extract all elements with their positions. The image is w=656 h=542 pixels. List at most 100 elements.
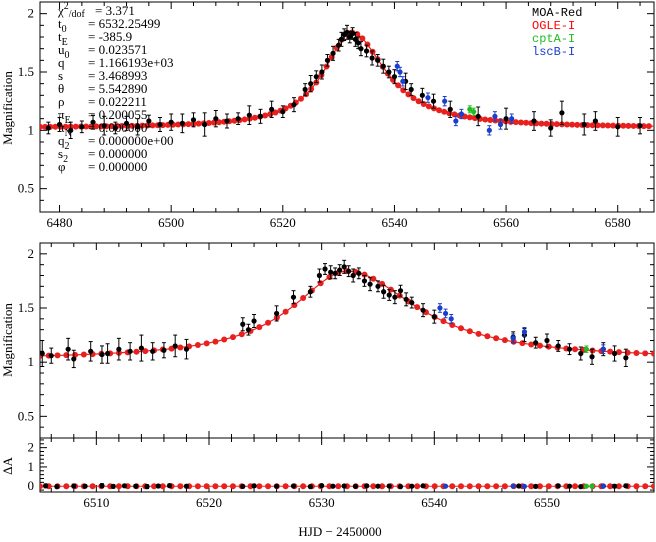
top-point-cpta-i <box>471 109 477 115</box>
mid-model-point <box>212 338 219 345</box>
mid-ytick-label: 2 <box>28 246 35 261</box>
mid-point-moa-red <box>127 348 133 354</box>
res-point-moa-red <box>183 483 190 489</box>
res-point-moa-red <box>375 483 381 489</box>
legend: MOA-Red OGLE-I cptA-I lscB-I <box>532 6 582 59</box>
top-point-lscb-i <box>394 63 400 69</box>
top-model-point <box>251 114 258 121</box>
mid-point-lscb-i <box>510 335 516 341</box>
top-point-moa-red <box>386 69 392 75</box>
mid-model-point <box>370 275 377 282</box>
top-model-point <box>216 119 223 126</box>
top-point-moa-red <box>291 102 297 108</box>
top-model-point <box>630 122 637 129</box>
mid-point-lscb-i <box>437 305 443 311</box>
top-point-moa-red <box>202 121 208 128</box>
mid-point-moa-red <box>251 318 257 324</box>
res-zero-point <box>642 483 649 490</box>
res-zero-point <box>194 483 201 490</box>
residual-panel-ticks: 6510 6520 6530 6540 6550 0 1 2 <box>28 438 654 510</box>
res-zero-point <box>63 483 70 490</box>
top-point-moa-red <box>338 36 345 42</box>
param-s-label: s <box>58 68 63 83</box>
top-point-moa-red <box>358 46 364 52</box>
res-point-lscb-i <box>510 483 516 489</box>
residual-panel-marks <box>40 483 654 490</box>
top-point-moa-red <box>190 117 197 123</box>
param-piE-value: = 0.200055 <box>88 107 147 122</box>
param-s2-label: s2 <box>58 146 68 165</box>
mid-model-point <box>528 341 535 348</box>
top-point-moa-red <box>157 121 163 128</box>
fit-parameters: χ2/dof = 3.371 t0 = 6532.25499 tE = -385… <box>57 1 173 174</box>
top-model-point <box>523 119 530 126</box>
res-zero-point <box>607 483 614 490</box>
top-model-point <box>425 103 432 110</box>
mid-point-moa-red <box>403 296 409 302</box>
mid-point-moa-red <box>431 314 437 320</box>
top-model-point <box>175 121 182 128</box>
res-zero-point <box>256 483 263 490</box>
top-model-point <box>574 121 581 128</box>
top-model-point <box>262 112 269 119</box>
top-point-moa-red <box>246 112 252 118</box>
top-point-moa-red <box>391 74 398 80</box>
param-t0-value: = 6532.25499 <box>88 16 160 31</box>
top-panel-marks <box>40 24 654 139</box>
top-model-point <box>466 114 473 121</box>
res-zero-point <box>177 483 184 490</box>
top-xtick-label: 6560 <box>493 215 519 230</box>
top-point-moa-red <box>637 123 643 129</box>
mid-point-moa-red <box>88 348 94 354</box>
top-model-point <box>564 121 571 128</box>
top-model-point <box>441 108 448 115</box>
mid-point-moa-red <box>623 355 629 361</box>
res-point-moa-red <box>54 484 60 490</box>
top-model-point <box>589 122 596 129</box>
res-point-moa-red <box>319 483 325 489</box>
param-q2-label: q2 <box>58 133 70 152</box>
param-tE-label: tE <box>58 29 68 48</box>
top-point-cpta-i <box>467 106 473 112</box>
mid-model-point <box>642 350 649 357</box>
res-point-moa-red <box>420 483 426 489</box>
res-point-moa-red <box>341 483 347 489</box>
mid-model-point <box>414 304 421 311</box>
top-model-point <box>415 98 422 105</box>
mid-point-moa-red <box>356 270 362 276</box>
res-point-moa-red <box>566 483 573 489</box>
top-model-point <box>594 122 601 129</box>
res-zero-point <box>484 483 491 490</box>
res-point-moa-red <box>144 484 150 490</box>
mid-model-point <box>475 330 482 337</box>
mid-point-moa-red <box>392 294 398 300</box>
top-model-point <box>569 121 576 128</box>
top-point-moa-red <box>280 109 286 115</box>
top-point-moa-red <box>369 55 375 61</box>
param-t0-label: t0 <box>58 16 67 35</box>
top-point-moa-red <box>112 125 118 131</box>
mid-model-point <box>265 319 272 326</box>
res-point-lscb-i <box>600 483 606 489</box>
res-plot-area <box>40 483 654 490</box>
res-point-moa-red <box>397 484 404 490</box>
res-xtick-label: 6520 <box>196 495 222 510</box>
mid-point-moa-red <box>316 272 322 279</box>
top-model-point <box>405 91 412 98</box>
mid-point-moa-red <box>332 270 338 276</box>
middle-panel-ticks: 0.5 1 1.5 2 <box>18 242 654 439</box>
mid-point-moa-red <box>337 267 343 273</box>
mid-point-moa-red <box>544 337 550 344</box>
mid-model-point <box>194 341 201 348</box>
residual-ylabel: ΔA <box>0 457 15 475</box>
top-model-point <box>512 119 519 126</box>
res-xtick-label: 6540 <box>421 495 447 510</box>
param-phi-label: φ <box>58 159 66 174</box>
mid-point-moa-red <box>307 289 313 295</box>
res-zero-point <box>229 483 236 490</box>
res-zero-point <box>536 483 543 490</box>
mid-point-moa-red <box>611 350 618 357</box>
mid-model-point <box>536 342 543 349</box>
top-point-lscb-i <box>497 121 504 128</box>
res-zero-point <box>89 483 96 490</box>
